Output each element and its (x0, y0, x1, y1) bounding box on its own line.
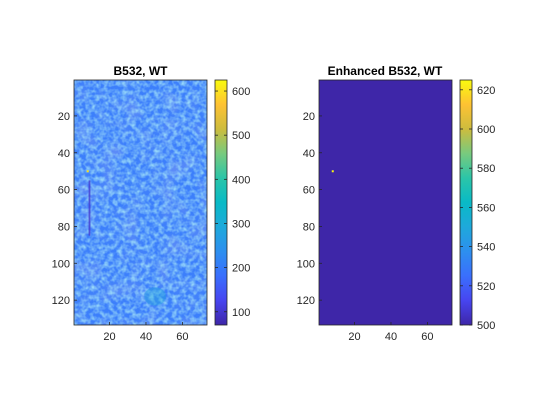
right-colorbar-tick-label: 580 (477, 163, 495, 175)
left-axes-box (73, 79, 208, 326)
left-colorbar-ticks: 100 200 300 400 500 600 (215, 86, 250, 319)
right-x-tick-label: 20 (348, 331, 360, 343)
right-y-tick-label: 60 (303, 185, 315, 197)
left-y-tick-label: 120 (52, 295, 70, 307)
left-y-tick-label: 100 (52, 258, 70, 270)
left-y-tick-label: 40 (58, 148, 70, 160)
left-y-tick-label: 20 (58, 111, 70, 123)
left-hot-pixel (86, 170, 89, 173)
left-y-tick-label: 80 (58, 221, 70, 233)
left-heatmap-speckle (74, 80, 207, 325)
right-colorbar-tick-label: 500 (477, 320, 495, 332)
right-colorbar-tick-label: 600 (477, 124, 495, 136)
left-colorbar-tick-label: 100 (232, 307, 250, 319)
right-colorbar (459, 79, 473, 326)
right-y-tick-label: 20 (303, 111, 315, 123)
right-x-tick-label: 60 (421, 331, 433, 343)
right-y-tick-label: 40 (303, 148, 315, 160)
left-colorbar (214, 79, 228, 326)
right-colorbar-tick-label: 540 (477, 242, 495, 254)
right-heatmap-features (331, 170, 334, 173)
left-x-axis: 20 40 60 (103, 322, 189, 343)
left-heatmap-features (86, 170, 167, 306)
right-x-tick-label: 40 (385, 331, 397, 343)
left-colorbar-tick-label: 600 (232, 86, 250, 98)
left-x-tick-label: 40 (140, 331, 152, 343)
right-colorbar-tick-label: 620 (477, 85, 495, 97)
right-y-tick-label: 120 (297, 295, 315, 307)
left-colorbar-tick-label: 400 (232, 174, 250, 186)
right-heatmap-image (319, 80, 452, 325)
left-colorbar-tick-label: 300 (232, 218, 250, 230)
right-y-axis: 20 40 60 80 100 120 (297, 111, 322, 307)
left-colorbar-tick-label: 500 (232, 130, 250, 142)
right-colorbar-tick-label: 520 (477, 281, 495, 293)
right-axes-box (318, 79, 453, 326)
right-y-tick-label: 100 (297, 258, 315, 270)
left-y-tick-label: 60 (58, 185, 70, 197)
right-colorbar-ticks: 500 520 540 560 580 600 620 (460, 85, 495, 332)
left-dark-streak (88, 180, 91, 236)
left-y-axis: 20 40 60 80 100 120 (52, 111, 77, 307)
right-plot-title: Enhanced B532, WT (328, 64, 443, 78)
right-colorbar-tick-label: 560 (477, 202, 495, 214)
left-x-tick-label: 20 (103, 331, 115, 343)
left-x-tick-label: 60 (176, 331, 188, 343)
left-heatmap-image (74, 80, 207, 325)
right-hot-pixel (331, 170, 334, 173)
right-y-tick-label: 80 (303, 221, 315, 233)
left-plot-title: B532, WT (113, 64, 168, 78)
left-colorbar-tick-label: 200 (232, 263, 250, 275)
right-x-axis: 20 40 60 (348, 322, 434, 343)
left-panel: B532, WT 20 40 60 80 100 120 20 40 60 100 200 300… (52, 64, 251, 343)
left-bright-patch (144, 287, 167, 306)
